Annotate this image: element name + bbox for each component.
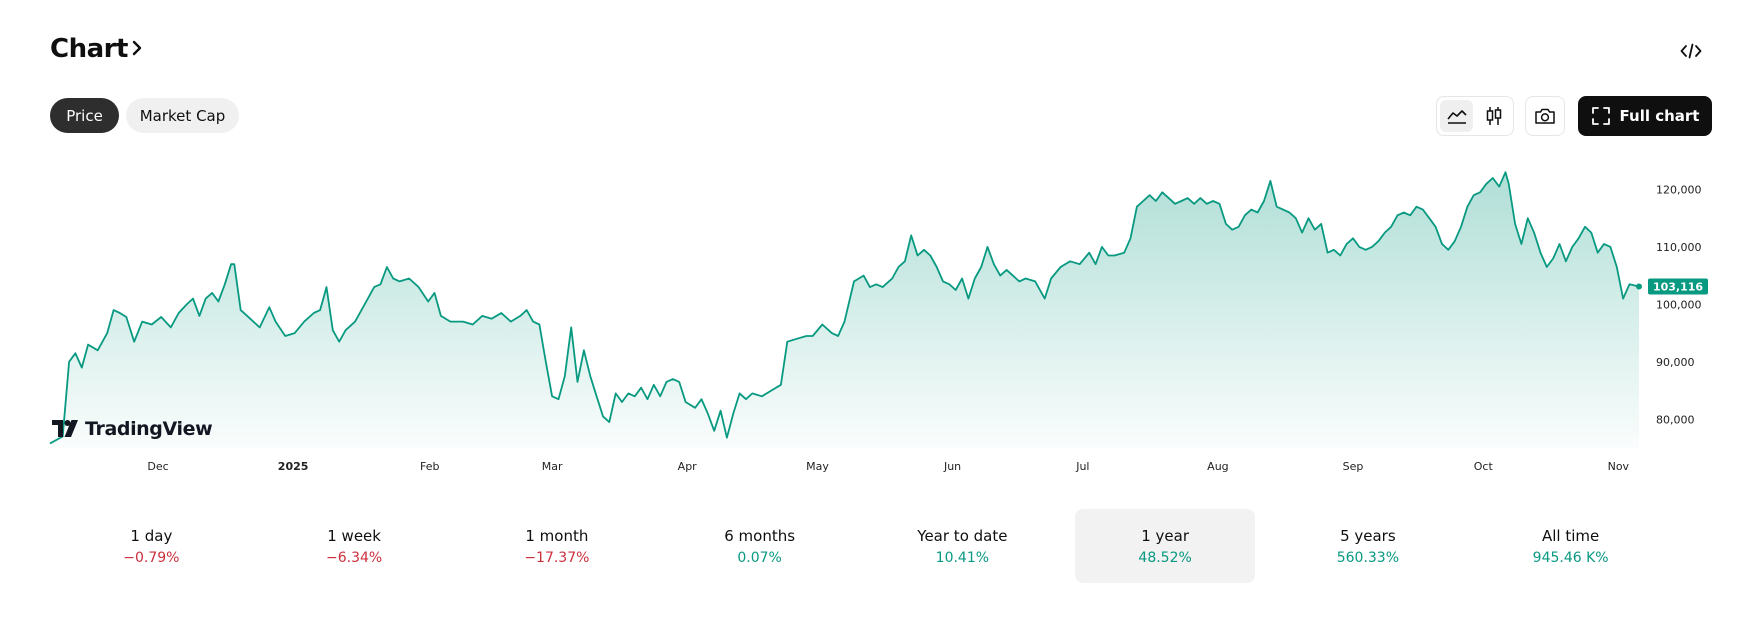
period-label: Year to date xyxy=(917,526,1008,545)
period-change: 10.41% xyxy=(935,549,990,566)
period-change: −17.37% xyxy=(524,549,590,566)
tab-price[interactable]: Price xyxy=(50,98,119,133)
x-tick-label: Oct xyxy=(1474,460,1494,473)
full-chart-label: Full chart xyxy=(1619,107,1700,125)
period-change: 48.52% xyxy=(1138,549,1192,566)
tab-market-cap[interactable]: Market Cap xyxy=(126,98,239,133)
x-tick-label: Jul xyxy=(1075,460,1089,473)
tradingview-logo[interactable]: TradingView xyxy=(52,418,213,440)
period-label: 5 years xyxy=(1340,526,1396,545)
last-price-dot xyxy=(1636,283,1642,290)
period-change: 0.07% xyxy=(737,549,782,566)
period-1-day[interactable]: 1 day −0.79% xyxy=(61,509,241,583)
price-chart[interactable]: 80,000 90,000 100,000 110,000 120,000 Dec 202… xyxy=(0,0,1737,480)
full-chart-button[interactable]: Full chart xyxy=(1578,96,1712,136)
fullscreen-icon xyxy=(1591,107,1610,125)
candlestick-icon xyxy=(1486,107,1501,125)
last-price-tag xyxy=(1648,278,1708,295)
area-chart-icon xyxy=(1446,110,1467,124)
chart-header: Chart xyxy=(50,34,143,64)
period-1-month[interactable]: 1 month −17.37% xyxy=(467,509,647,583)
period-5-years[interactable]: 5 years 560.33% xyxy=(1278,509,1458,583)
x-tick-label: May xyxy=(806,460,829,473)
period-change: −0.79% xyxy=(123,549,180,566)
period-1-year[interactable]: 1 year 48.52% xyxy=(1075,509,1256,583)
period-label: 1 year xyxy=(1141,526,1190,545)
x-tick-label: Nov xyxy=(1608,460,1630,473)
x-tick-label: Aug xyxy=(1207,460,1228,473)
camera-icon xyxy=(1535,108,1555,124)
candlestick-chart-button[interactable] xyxy=(1477,100,1510,132)
screenshot-button[interactable] xyxy=(1525,96,1565,136)
x-tick-label: Dec xyxy=(147,460,168,473)
period-label: 1 week xyxy=(327,526,381,545)
period-label: 6 months xyxy=(724,526,796,545)
x-tick-label: Mar xyxy=(542,460,563,473)
period-1-week[interactable]: 1 week −6.34% xyxy=(264,509,444,583)
code-embed-icon[interactable] xyxy=(1676,38,1706,64)
x-tick-label: Jun xyxy=(943,460,961,473)
period-change: 945.46 K% xyxy=(1532,549,1609,566)
logo-text: TradingView xyxy=(85,418,213,440)
period-all-time[interactable]: All time 945.46 K% xyxy=(1481,509,1661,583)
x-tick-label: Sep xyxy=(1343,460,1364,473)
tradingview-icon xyxy=(52,420,78,437)
chart-type-toggle xyxy=(1436,96,1514,136)
last-price-label: 103,116 xyxy=(1653,280,1703,293)
y-tick-label: 80,000 xyxy=(1656,413,1695,426)
period-performance: 1 day −0.79% 1 week −6.34% 1 month −17.3… xyxy=(50,509,1672,583)
period-change: −6.34% xyxy=(326,549,383,566)
period-label: All time xyxy=(1541,526,1600,545)
chevron-right-icon[interactable] xyxy=(131,37,143,61)
y-tick-label: 120,000 xyxy=(1656,183,1702,196)
y-tick-label: 110,000 xyxy=(1656,241,1702,254)
x-tick-label: Apr xyxy=(678,460,698,473)
period-label: 1 day xyxy=(130,526,173,545)
period-6-months[interactable]: 6 months 0.07% xyxy=(670,509,850,583)
price-line xyxy=(49,171,1640,445)
page-title[interactable]: Chart xyxy=(50,34,128,64)
y-tick-label: 90,000 xyxy=(1656,356,1695,369)
x-tick-label: Feb xyxy=(420,460,439,473)
period-year-to-date[interactable]: Year to date 10.41% xyxy=(872,509,1052,583)
period-change: 560.33% xyxy=(1336,549,1400,566)
period-label: 1 month xyxy=(525,526,589,545)
x-tick-label: 2025 xyxy=(278,460,309,473)
area-chart-button[interactable] xyxy=(1440,100,1473,132)
y-tick-label: 100,000 xyxy=(1656,298,1702,311)
price-area-fill xyxy=(50,172,1639,448)
